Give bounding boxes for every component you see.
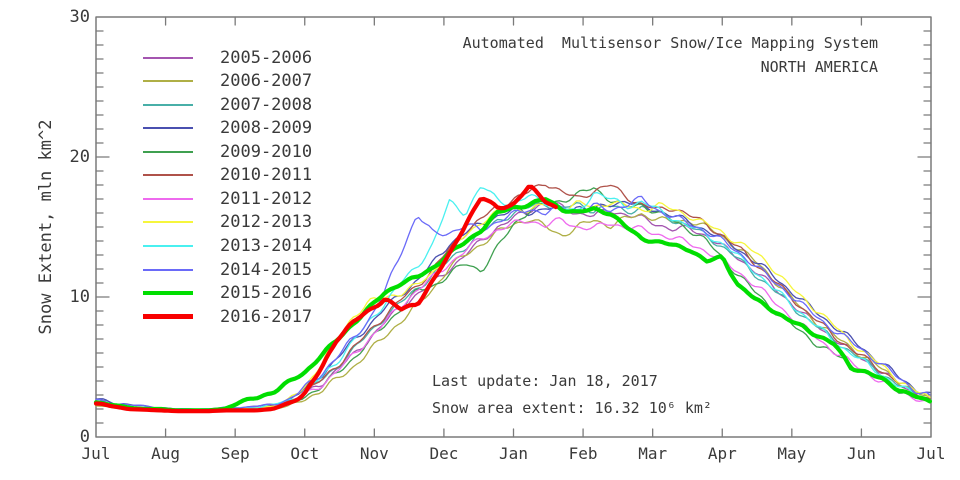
series-line-2016-2017	[93, 184, 558, 414]
x-tick-label-6-Jan: Jan	[499, 444, 528, 463]
legend-swatch-2014-2015	[143, 268, 193, 271]
x-tick-label-5-Dec: Dec	[429, 444, 459, 463]
axis-ticks	[95, 16, 932, 438]
legend-swatch-2010-2011	[143, 174, 193, 177]
x-tick-label-7-Feb: Feb	[568, 444, 598, 463]
legend-label-2012-2013: 2012-2013	[220, 212, 313, 233]
x-tick-label-0-Jul: Jul	[81, 444, 111, 463]
legend-label-2008-2009: 2008-2009	[220, 118, 313, 139]
x-tick-label-8-Mar: Mar	[638, 444, 668, 463]
chart-title: Automated Multisensor Snow/Ice Mapping S…	[462, 34, 878, 52]
x-tick-label-11-Jun: Jun	[846, 444, 876, 463]
legend-label-2015-2016: 2015-2016	[220, 283, 313, 303]
x-tick-label-2-Sep: Sep	[220, 444, 250, 463]
legend-swatch-2012-2013	[143, 221, 193, 224]
x-tick-label-9-Apr: Apr	[707, 444, 737, 463]
legend-label-2006-2007: 2006-2007	[220, 71, 313, 91]
x-tick-label-10-May: May	[777, 444, 807, 463]
y-tick-label-20: 20	[69, 147, 90, 167]
plot-box	[95, 16, 932, 438]
x-tick-label-1-Aug: Aug	[151, 444, 181, 463]
legend-swatch-2016-2017	[143, 314, 193, 319]
last-update-text: Last update: Jan 18, 2017	[432, 372, 658, 390]
legend-label-2007-2008: 2007-2008	[220, 94, 313, 115]
legend-label-2010-2011: 2010-2011	[220, 165, 313, 186]
y-tick-label-0: 0	[79, 427, 90, 447]
legend-swatch-2011-2012	[143, 197, 193, 200]
legend-label-2014-2015: 2014-2015	[220, 259, 313, 280]
x-tick-label-3-Oct: Oct	[290, 444, 320, 463]
legend-label-2009-2010: 2009-2010	[220, 141, 313, 162]
y-tick-label-10: 10	[69, 287, 90, 307]
chart-region-subtitle: NORTH AMERICA	[760, 58, 878, 76]
legend-label-2005-2006: 2005-2006	[220, 47, 313, 68]
legend-swatch-2007-2008	[143, 103, 193, 106]
legend-swatch-2009-2010	[143, 150, 193, 153]
series-line-2015-2016	[93, 197, 932, 413]
legend-swatch-2006-2007	[143, 80, 193, 82]
x-tick-label-12-Jul: Jul	[916, 444, 946, 463]
legend-label-2016-2017: 2016-2017	[220, 306, 313, 327]
legend-swatch-2015-2016	[143, 290, 193, 296]
x-tick-label-4-Nov: Nov	[359, 444, 389, 463]
legend-swatch-2013-2014	[143, 244, 193, 247]
series-line-2014-2015	[95, 195, 931, 410]
legend-swatch-2008-2009	[143, 127, 193, 130]
snow-area-extent-text: Snow area extent: 16.32 10⁶ km²	[432, 399, 712, 417]
legend-swatch-2005-2006	[143, 56, 193, 59]
legend-label-2013-2014: 2013-2014	[220, 235, 313, 256]
y-tick-label-30: 30	[69, 7, 90, 27]
legend-label-2011-2012: 2011-2012	[220, 188, 313, 209]
